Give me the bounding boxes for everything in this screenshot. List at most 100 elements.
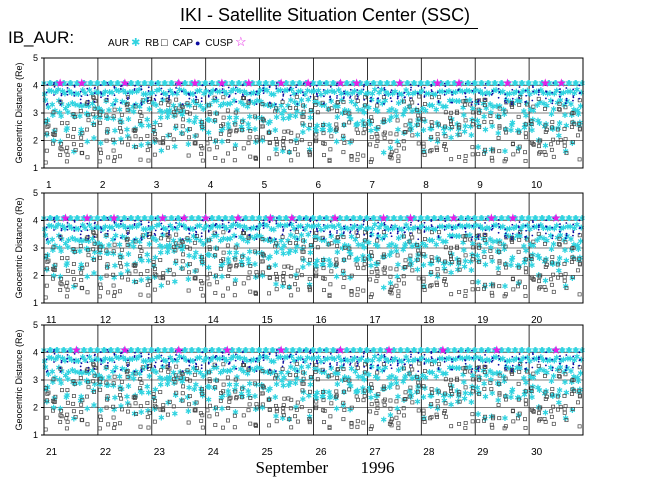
rb-point — [449, 157, 454, 162]
cap-point — [168, 233, 170, 236]
cap-point — [59, 100, 62, 103]
cap-point — [146, 232, 149, 234]
rb-point — [104, 138, 109, 143]
aur-point: ✱ — [279, 109, 286, 118]
rb-point — [252, 114, 257, 119]
aur-point: ✱ — [71, 112, 78, 121]
rb-point — [133, 269, 138, 274]
cusp-point: ★ — [551, 211, 562, 225]
y-tick-label: 2 — [33, 403, 38, 413]
y-axis-label: Geocentric Distance (Re) — [14, 197, 24, 298]
aur-point: ✱ — [98, 108, 105, 117]
aur-point: ✱ — [169, 90, 176, 99]
cap-point — [322, 88, 325, 91]
aur-point: ✱ — [234, 86, 241, 95]
cap-point — [181, 90, 183, 93]
cusp-point: ★ — [378, 211, 389, 225]
cusp-point: ★ — [55, 76, 66, 90]
legend-cusp-label: CUSP — [205, 38, 234, 49]
cap-point — [140, 103, 143, 106]
aur-point: ✱ — [225, 124, 232, 133]
rb-point — [470, 280, 475, 285]
aur-point: ✱ — [92, 104, 99, 113]
rb-point — [71, 127, 76, 131]
rb-point — [294, 140, 299, 145]
aur-point: ✱ — [52, 88, 59, 97]
rb-point — [401, 274, 406, 279]
aur-point: ✱ — [284, 86, 291, 95]
cusp-point: ★ — [508, 211, 519, 225]
cap-point — [511, 368, 513, 371]
rb-point — [246, 141, 251, 146]
cap-point — [160, 87, 163, 90]
rb-point — [65, 121, 70, 126]
cap-point — [167, 90, 170, 93]
cap-point — [255, 103, 258, 106]
rb-point — [214, 138, 218, 143]
rb-point — [226, 151, 230, 156]
aur-point: ✱ — [332, 102, 339, 111]
aur-point: ✱ — [64, 391, 71, 400]
aur-point: ✱ — [217, 87, 224, 96]
aur-point: ✱ — [316, 79, 323, 88]
cap-point — [99, 84, 102, 86]
rb-point — [334, 126, 339, 131]
aur-point: ✱ — [237, 87, 244, 96]
aur-point: ✱ — [320, 120, 327, 129]
aur-point: ✱ — [172, 143, 179, 152]
rb-point — [60, 121, 64, 126]
rb-point — [145, 148, 150, 153]
rb-point — [361, 153, 366, 158]
rb-point — [299, 138, 304, 143]
aur-point: ✱ — [54, 79, 61, 88]
rb-point — [241, 146, 246, 151]
rb-point — [126, 142, 130, 147]
rb-point — [300, 121, 305, 126]
rb-point — [145, 134, 150, 138]
rb-point — [52, 132, 57, 137]
y-tick-label: 1 — [33, 298, 38, 308]
aur-point: ✱ — [112, 393, 119, 402]
cap-point — [127, 92, 129, 95]
aur-point: ✱ — [274, 106, 281, 115]
rb-point — [119, 264, 124, 269]
aur-point: ✱ — [125, 382, 132, 391]
cap-point — [227, 96, 230, 98]
aur-point: ✱ — [169, 79, 176, 88]
aur-point: ✱ — [107, 79, 114, 88]
cap-point — [281, 365, 284, 368]
rb-point — [165, 145, 170, 150]
aur-point: ✱ — [91, 134, 98, 143]
rb-point — [180, 104, 185, 109]
x-day-label: 6 — [316, 180, 322, 191]
rb-point — [562, 407, 567, 412]
aur-point: ✱ — [57, 137, 64, 146]
cap-point — [301, 91, 304, 94]
aur-point: ✱ — [204, 115, 211, 124]
aur-point: ✱ — [288, 86, 295, 95]
rb-point — [267, 423, 272, 428]
cap-point — [120, 237, 122, 239]
rb-point — [300, 114, 305, 119]
rb-point — [126, 409, 130, 414]
rb-point — [112, 155, 117, 160]
rb-point — [134, 145, 139, 149]
rb-point — [192, 105, 197, 110]
aur-point: ✱ — [129, 88, 136, 97]
cap-point — [578, 84, 581, 87]
aur-point: ✱ — [216, 79, 223, 88]
aur-point: ✱ — [156, 86, 163, 95]
aur-point: ✱ — [105, 114, 112, 123]
aur-point: ✱ — [273, 113, 280, 122]
rb-point — [64, 294, 69, 299]
cap-point — [329, 95, 332, 98]
aur-point: ✱ — [308, 87, 315, 96]
rb-point — [158, 123, 163, 128]
aur-point: ✱ — [112, 126, 119, 135]
chart-title: IKI - Satellite Situation Center (SSC) — [179, 5, 471, 25]
y-tick-label: 2 — [33, 136, 38, 146]
rb-point — [125, 107, 130, 112]
aur-point: ✱ — [262, 79, 269, 88]
aur-point: ✱ — [96, 105, 103, 114]
